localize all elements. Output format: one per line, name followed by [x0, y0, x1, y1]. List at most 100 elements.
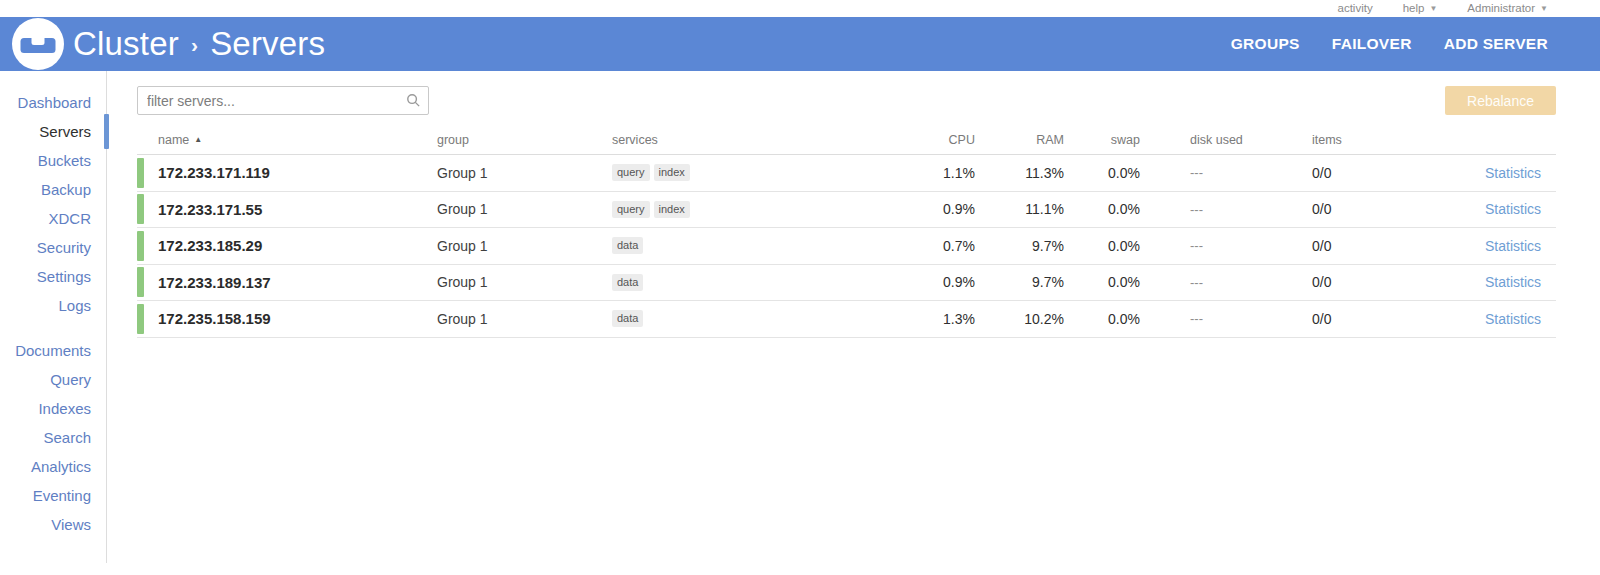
statistics-link[interactable]: Statistics — [1485, 274, 1541, 290]
health-indicator — [137, 194, 144, 224]
app-header: Cluster › Servers GROUPS FAILOVER ADD SE… — [0, 17, 1600, 71]
cpu-value: 1.3% — [915, 311, 975, 327]
search-icon — [406, 93, 421, 108]
table-row: 172.233.185.29 Group 1 data 0.7% 9.7% 0.… — [137, 228, 1556, 265]
service-badge: data — [612, 237, 643, 254]
column-header-cpu[interactable]: CPU — [915, 133, 975, 147]
add-server-button[interactable]: ADD SERVER — [1444, 35, 1548, 53]
server-group: Group 1 — [437, 165, 612, 181]
disk-used-value: --- — [1140, 165, 1312, 180]
server-group: Group 1 — [437, 274, 612, 290]
user-menu[interactable]: Administrator ▼ — [1467, 3, 1548, 15]
header-actions: GROUPS FAILOVER ADD SERVER — [1231, 35, 1548, 53]
sidebar-item-buckets[interactable]: Buckets — [0, 146, 106, 175]
items-value: 0/0 — [1312, 274, 1480, 290]
sidebar-item-xdcr[interactable]: XDCR — [0, 204, 106, 233]
filter-servers-input[interactable] — [137, 86, 429, 115]
sidebar-item-label: Servers — [39, 123, 91, 140]
ram-value: 9.7% — [975, 274, 1064, 290]
server-name[interactable]: 172.233.171.119 — [144, 164, 270, 181]
sidebar-item-logs[interactable]: Logs — [0, 291, 106, 320]
server-group: Group 1 — [437, 311, 612, 327]
column-header-group[interactable]: group — [437, 133, 612, 147]
server-group: Group 1 — [437, 238, 612, 254]
sidebar-item-query[interactable]: Query — [0, 365, 106, 394]
server-name-cell[interactable]: 172.233.189.137 — [137, 265, 437, 301]
table-row: 172.233.171.119 Group 1 query index 1.1%… — [137, 155, 1556, 192]
health-indicator — [137, 158, 144, 188]
server-name[interactable]: 172.233.189.137 — [144, 274, 271, 291]
sidebar-item-eventing[interactable]: Eventing — [0, 481, 106, 510]
server-name-cell[interactable]: 172.233.171.55 — [137, 192, 437, 228]
page-title: Servers — [210, 25, 325, 63]
server-name[interactable]: 172.233.185.29 — [144, 237, 262, 254]
statistics-link[interactable]: Statistics — [1485, 165, 1541, 181]
swap-value: 0.0% — [1064, 274, 1140, 290]
column-header-label: name — [158, 133, 189, 147]
sidebar-item-documents[interactable]: Documents — [0, 336, 106, 365]
sidebar-item-analytics[interactable]: Analytics — [0, 452, 106, 481]
server-name-cell[interactable]: 172.233.171.119 — [137, 155, 437, 191]
sidebar-item-dashboard[interactable]: Dashboard — [0, 88, 106, 117]
health-indicator — [137, 231, 144, 261]
sidebar-item-search[interactable]: Search — [0, 423, 106, 452]
chevron-down-icon: ▼ — [1429, 5, 1437, 13]
items-value: 0/0 — [1312, 311, 1480, 327]
service-badge: data — [612, 310, 643, 327]
chevron-down-icon: ▼ — [1540, 5, 1548, 13]
sidebar-item-indexes[interactable]: Indexes — [0, 394, 106, 423]
swap-value: 0.0% — [1064, 165, 1140, 181]
server-name-cell[interactable]: 172.233.185.29 — [137, 228, 437, 264]
items-value: 0/0 — [1312, 201, 1480, 217]
column-header-ram[interactable]: RAM — [975, 133, 1064, 147]
column-header-disk-used[interactable]: disk used — [1140, 133, 1312, 147]
service-badge: query — [612, 201, 650, 218]
services-badges: data — [612, 310, 915, 327]
activity-link[interactable]: activity — [1338, 3, 1373, 15]
health-indicator — [137, 267, 144, 297]
ram-value: 10.2% — [975, 311, 1064, 327]
ram-value: 9.7% — [975, 238, 1064, 254]
sidebar-primary-nav: Dashboard Servers Buckets Backup XDCR Se… — [0, 88, 106, 320]
sidebar-item-views[interactable]: Views — [0, 510, 106, 539]
swap-value: 0.0% — [1064, 238, 1140, 254]
disk-used-value: --- — [1140, 275, 1312, 290]
sidebar-item-backup[interactable]: Backup — [0, 175, 106, 204]
groups-button[interactable]: GROUPS — [1231, 35, 1300, 53]
sort-asc-icon: ▲ — [194, 135, 202, 144]
sidebar-item-settings[interactable]: Settings — [0, 262, 106, 291]
service-badge: index — [654, 164, 690, 181]
cpu-value: 0.9% — [915, 274, 975, 290]
statistics-link[interactable]: Statistics — [1485, 311, 1541, 327]
swap-value: 0.0% — [1064, 201, 1140, 217]
sidebar-item-servers[interactable]: Servers — [0, 117, 106, 146]
table-row: 172.233.189.137 Group 1 data 0.9% 9.7% 0… — [137, 265, 1556, 302]
rebalance-button[interactable]: Rebalance — [1445, 86, 1556, 115]
column-header-name[interactable]: name ▲ — [137, 133, 437, 147]
swap-value: 0.0% — [1064, 311, 1140, 327]
user-label: Administrator — [1467, 3, 1535, 15]
failover-button[interactable]: FAILOVER — [1332, 35, 1412, 53]
help-label: help — [1403, 3, 1425, 15]
ram-value: 11.1% — [975, 201, 1064, 217]
column-header-items[interactable]: items — [1312, 133, 1480, 147]
statistics-link[interactable]: Statistics — [1485, 238, 1541, 254]
service-badge: query — [612, 164, 650, 181]
activity-label: activity — [1338, 3, 1373, 15]
server-name[interactable]: 172.233.171.55 — [144, 201, 262, 218]
items-value: 0/0 — [1312, 165, 1480, 181]
utility-bar: activity help ▼ Administrator ▼ — [0, 0, 1600, 17]
server-name[interactable]: 172.235.158.159 — [144, 310, 271, 327]
cpu-value: 1.1% — [915, 165, 975, 181]
sidebar-item-security[interactable]: Security — [0, 233, 106, 262]
breadcrumb-separator-icon: › — [191, 33, 198, 57]
statistics-link[interactable]: Statistics — [1485, 201, 1541, 217]
column-header-swap[interactable]: swap — [1064, 133, 1140, 147]
services-badges: query index — [612, 164, 915, 181]
help-menu[interactable]: help ▼ — [1403, 3, 1438, 15]
server-name-cell[interactable]: 172.235.158.159 — [137, 301, 437, 337]
ram-value: 11.3% — [975, 165, 1064, 181]
table-header-row: name ▲ group services CPU RAM swap disk … — [137, 125, 1556, 155]
breadcrumb-section: Cluster — [73, 25, 179, 63]
column-header-services[interactable]: services — [612, 133, 915, 147]
